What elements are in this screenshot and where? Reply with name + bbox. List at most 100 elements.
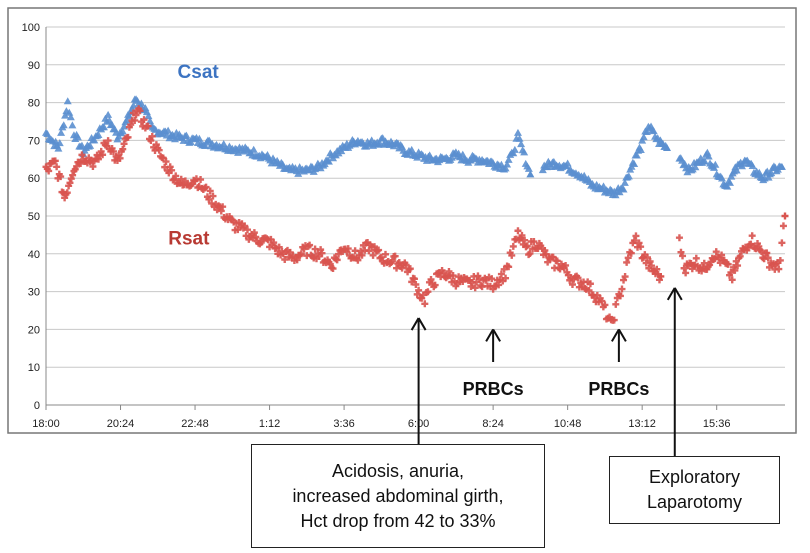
csat-point (144, 112, 153, 120)
csat-point (195, 134, 204, 142)
y-tick-label-10: 10 (28, 362, 40, 374)
csat-point (66, 113, 75, 121)
rsat-point (653, 265, 661, 273)
rsat-point (140, 116, 148, 124)
rsat-point (712, 248, 720, 256)
rsat-point (646, 258, 654, 266)
arrowhead-laparotomy (666, 287, 683, 301)
rsat-point (612, 300, 620, 308)
csat-point (43, 130, 52, 138)
csat-point (503, 160, 512, 168)
rsat-point (586, 280, 594, 288)
rsat-point (677, 248, 685, 256)
rsat-point (148, 132, 156, 140)
csat-point (61, 111, 70, 119)
rsat-point (124, 133, 132, 141)
rsat-point (620, 276, 628, 284)
rsat-point (598, 297, 606, 305)
rsat-point (297, 250, 305, 258)
callout-acidosis-line-1: Acidosis, anuria, (331, 460, 465, 481)
csat-point (517, 140, 526, 148)
rsat-point (779, 222, 787, 230)
rsat-point (541, 246, 549, 254)
rsat-point (488, 275, 496, 283)
rsat-point (682, 269, 690, 277)
rsat-point (757, 247, 765, 255)
csat-point (55, 139, 64, 147)
x-tick-label-8: 13:12 (628, 418, 656, 430)
rsat-point (736, 252, 744, 260)
rsat-point (642, 259, 650, 267)
rsat-point (781, 212, 789, 220)
csat-point (94, 131, 103, 139)
rsat-point (775, 265, 783, 273)
rsat-point (257, 238, 265, 246)
csat-point (57, 128, 66, 136)
csat-point (108, 121, 117, 129)
rsat-point (728, 276, 736, 284)
rsat-point (610, 316, 618, 324)
plot-frame (7, 7, 797, 434)
rsat-point (421, 300, 429, 308)
rsat-point (206, 187, 214, 195)
rsat-point (69, 171, 77, 179)
rsat-point (329, 265, 337, 273)
x-tick-label-6: 8:24 (482, 418, 503, 430)
csat-point (219, 140, 228, 148)
rsat-point (120, 140, 128, 148)
csat-point (458, 150, 467, 158)
rsat-point (77, 160, 85, 168)
rsat-point (755, 242, 763, 250)
csat-point (615, 188, 624, 196)
x-tick-label-3: 1:12 (259, 418, 280, 430)
rsat-point (132, 111, 140, 119)
callout-acidosis: Acidosis, anuria, increased abdominal gi… (251, 444, 545, 548)
rsat-point (518, 231, 526, 239)
x-tick-label-0: 18:00 (32, 418, 60, 430)
series-layer (42, 95, 789, 324)
series-rsat (42, 105, 789, 324)
csat-point (186, 138, 195, 146)
csat-point (104, 110, 113, 118)
rsat-point (621, 273, 629, 281)
rsat-point (505, 263, 513, 271)
csat-point (524, 164, 533, 172)
rsat-point (637, 243, 645, 251)
rsat-point (73, 162, 81, 170)
csat-point (294, 169, 303, 177)
series-label-csat: Csat (178, 62, 220, 83)
csat-point (249, 145, 258, 153)
csat-point (510, 145, 519, 153)
csat-point (337, 147, 346, 155)
rsat-point (601, 301, 609, 309)
rsat-point (57, 173, 65, 181)
csat-point (90, 136, 99, 144)
rsat-point (104, 137, 112, 145)
rsat-point (624, 254, 632, 262)
csat-point (624, 172, 633, 180)
rsat-point (333, 256, 341, 264)
csat-point (59, 121, 68, 129)
rsat-point (162, 158, 170, 166)
rsat-point (412, 281, 420, 289)
csat-point (513, 128, 522, 136)
rsat-point (514, 227, 522, 235)
csat-point (118, 127, 127, 135)
rsat-point (281, 255, 289, 263)
rsat-point (467, 282, 475, 290)
csat-point (725, 178, 734, 186)
rsat-point (630, 237, 638, 245)
csat-point (68, 121, 77, 129)
rsat-point (335, 250, 343, 258)
csat-point (636, 146, 645, 154)
callout-acidosis-line-3: Hct drop from 42 to 33% (300, 510, 496, 531)
rsat-point (243, 226, 251, 234)
csat-point (649, 127, 658, 135)
rsat-point (51, 157, 59, 165)
annotation-label-prbc1: PRBCs (463, 379, 524, 399)
rsat-point (381, 250, 389, 258)
rsat-point (700, 259, 708, 267)
rsat-point (391, 252, 399, 260)
rsat-point (205, 195, 213, 203)
csat-point (73, 133, 82, 141)
